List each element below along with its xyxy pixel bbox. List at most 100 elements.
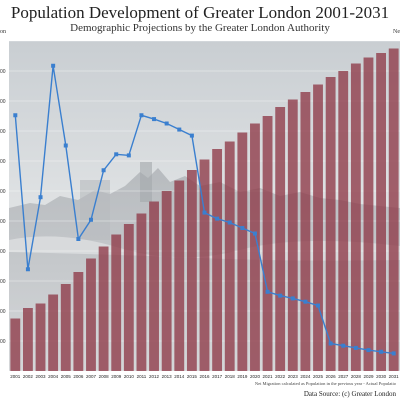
bar-2006 (73, 272, 84, 371)
footnote: Net Migration calculated as Population i… (254, 381, 396, 386)
bar-2012 (149, 201, 159, 371)
bar-2007 (86, 258, 96, 371)
bar-2030 (376, 53, 386, 371)
x-tick-label: 2017 (212, 374, 223, 379)
x-tick-label: 2028 (351, 374, 362, 379)
x-tick-label: 2008 (99, 374, 110, 379)
x-tick-label: 2007 (86, 374, 97, 379)
line-point-2029 (366, 348, 371, 353)
bar-2005 (60, 284, 71, 371)
bar-2010 (123, 224, 134, 371)
bar-2013 (161, 191, 172, 371)
x-tick-label: 2019 (237, 374, 248, 379)
line-series (13, 63, 396, 356)
x-tick-label: 2014 (174, 374, 185, 379)
x-tick-label: 2012 (149, 374, 160, 379)
line-point-2031 (391, 351, 396, 356)
line-point-2019 (240, 226, 245, 230)
x-tick-label: 2026 (326, 374, 337, 379)
y-tick-label: 00 (0, 309, 6, 315)
x-tick-label: 2023 (288, 374, 299, 379)
y-tick-label: 00 (0, 129, 6, 135)
x-tick-label: 2004 (48, 374, 59, 379)
line-point-2005 (63, 143, 68, 148)
bar-2026 (325, 77, 336, 371)
y-tick-label: 00 (0, 189, 6, 195)
line-point-2013 (164, 121, 169, 126)
line-point-2012 (152, 117, 157, 122)
x-tick-label: 2002 (23, 374, 34, 379)
bar-2025 (313, 84, 323, 371)
bar-2024 (300, 92, 311, 371)
line-point-2003 (38, 195, 43, 200)
chart-subtitle: Demographic Projections by the Greater L… (70, 22, 330, 34)
bar-2020 (250, 123, 260, 371)
y-tick-label: 00 (0, 219, 6, 225)
left-axis-label: on (0, 29, 6, 35)
bar-2015 (186, 170, 197, 371)
bar-2029 (363, 57, 374, 371)
x-ticks: 2001 2002 2003 2004 2005 2006 2007 2008 2009 2010… (10, 374, 399, 379)
x-tick-label: 2001 (10, 374, 21, 379)
line-point-2014 (177, 127, 182, 132)
data-source: Data Source: (c) Greater London (303, 390, 396, 398)
line-point-2017 (215, 216, 220, 221)
x-tick-label: 2021 (263, 374, 274, 379)
right-axis-label: Ne (393, 29, 400, 35)
y-tick-label: 00 (0, 69, 6, 75)
line-point-2027 (341, 343, 346, 348)
line-point-2007 (88, 217, 93, 222)
y-tick-label: 00 (0, 99, 6, 105)
line-point-2015 (189, 133, 194, 138)
x-tick-label: 2011 (137, 374, 147, 379)
line-point-2011 (139, 113, 144, 118)
bar-2018 (224, 141, 235, 371)
y-tick-label: 00 (0, 279, 6, 285)
y-tick-label: 00 (0, 339, 6, 345)
line-point-2025 (316, 303, 321, 308)
bar-2022 (275, 107, 286, 371)
line-point-2024 (303, 299, 308, 304)
x-tick-label: 2020 (250, 374, 261, 379)
bar-2003 (35, 303, 46, 371)
x-tick-label: 2015 (187, 374, 198, 379)
bar-2011 (136, 213, 147, 371)
x-tick-label: 2003 (36, 374, 47, 379)
line-point-2010 (126, 153, 131, 158)
x-tick-label: 2031 (389, 374, 400, 379)
line-point-2030 (379, 349, 384, 354)
line-point-2028 (353, 345, 358, 350)
bar-2017 (212, 149, 223, 371)
line-point-2018 (227, 220, 232, 225)
line-point-2001 (13, 113, 18, 118)
line-point-2020 (252, 231, 257, 236)
chart-title: Population Development of Greater London… (10, 3, 390, 22)
bar-2028 (350, 63, 361, 371)
bar-2002 (23, 308, 33, 371)
x-tick-label: 2010 (124, 374, 135, 379)
line-point-2016 (202, 210, 207, 215)
bar-2016 (199, 159, 210, 371)
bar-2023 (287, 99, 298, 371)
line-point-2008 (101, 168, 106, 173)
x-tick-label: 2005 (61, 374, 72, 379)
x-tick-label: 2018 (225, 374, 236, 379)
line-point-2021 (265, 289, 270, 294)
bar-2031 (388, 48, 399, 371)
bar-2027 (338, 71, 349, 371)
bar-2004 (48, 294, 59, 371)
bar-2021 (262, 116, 273, 371)
y-tick-label: 00 (0, 159, 6, 165)
x-tick-label: 2013 (162, 374, 173, 379)
y-ticks: 00 00 00 00 00 00 00 00 00 00 (0, 69, 6, 345)
bar-2009 (111, 234, 122, 371)
y-tick-label: 00 (0, 249, 6, 255)
line-point-2002 (25, 267, 30, 272)
x-tick-label: 2024 (300, 374, 311, 379)
line-point-2009 (114, 152, 119, 157)
bar-2001 (10, 318, 21, 371)
x-tick-label: 2025 (313, 374, 324, 379)
bar-2019 (237, 132, 248, 371)
x-tick-label: 2016 (199, 374, 210, 379)
